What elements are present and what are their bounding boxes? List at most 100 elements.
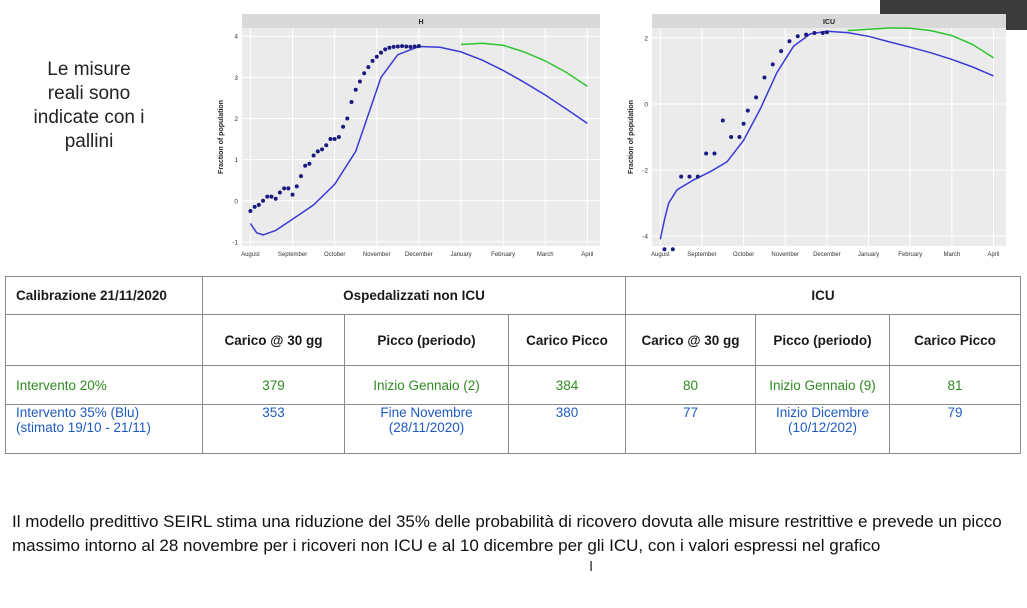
data-point: [695, 174, 700, 179]
icu-peak-period-value: Inizio Gennaio (9): [755, 365, 891, 405]
data-point: [307, 161, 312, 166]
x-tick-label: April: [581, 252, 593, 258]
data-point: [737, 135, 742, 139]
x-tick-label: August: [651, 252, 670, 258]
data-point: [720, 118, 725, 123]
icu-peak-period-value: Inizio Dicembre (10/12/202): [755, 404, 891, 454]
data-point: [353, 87, 358, 92]
data-point: [324, 143, 329, 148]
x-tick-label: February: [898, 252, 922, 258]
data-point: [265, 194, 270, 199]
data-point: [303, 163, 308, 168]
data-point: [741, 121, 746, 126]
side-note: Le misure reali sono indicate con i pall…: [33, 59, 145, 152]
data-point: [277, 190, 282, 195]
data-point: [391, 44, 396, 49]
x-tick-label: November: [771, 252, 799, 258]
data-point: [804, 32, 809, 37]
y-tick-label: 3: [234, 75, 238, 82]
empty-header-cell: [5, 314, 203, 366]
h-peak-load-value: 380: [507, 404, 627, 454]
data-point: [286, 186, 291, 191]
group-h-header: Ospedalizzati non ICU: [201, 276, 627, 315]
data-point: [256, 202, 261, 207]
data-point: [812, 30, 817, 35]
y-tick-label: 0: [644, 101, 648, 108]
y-tick-label: 4: [234, 34, 238, 41]
data-point: [400, 44, 405, 49]
data-point: [679, 174, 684, 179]
y-tick-label: -1: [232, 239, 238, 246]
row-label: Intervento 20%: [5, 365, 203, 405]
data-point: [311, 153, 316, 158]
table-row: Intervento 20% 379 Inizio Gennaio (2) 38…: [5, 365, 1022, 405]
h-load30-value: 353: [202, 404, 345, 454]
data-point: [294, 184, 299, 189]
chart-title: ICU: [823, 19, 835, 26]
y-tick-label: -4: [642, 234, 648, 241]
chart-icu: ICU -4 -2 0 2 August September October November D…: [624, 14, 1010, 266]
title-strip: [652, 14, 1006, 28]
data-point: [282, 186, 287, 191]
h-load30-value: 379: [202, 365, 345, 405]
series-line-0: [847, 27, 994, 59]
data-point: [336, 135, 341, 139]
data-point: [762, 75, 767, 80]
y-axis-label: Fraction of population: [218, 100, 225, 174]
data-point: [248, 209, 253, 214]
y-tick-label: 2: [644, 35, 648, 42]
h-peak-period-value: Fine Novembre (28/11/2020): [344, 404, 509, 454]
data-point: [383, 47, 388, 52]
h-peak-period-value: Inizio Gennaio (2): [344, 365, 509, 405]
x-tick-label: December: [405, 252, 433, 258]
data-point: [298, 174, 303, 179]
plot-panel: [652, 28, 1006, 246]
data-point: [408, 44, 413, 49]
data-point: [824, 30, 829, 35]
y-tick-label: 1: [234, 157, 238, 164]
x-tick-label: August: [241, 252, 260, 258]
data-point: [362, 71, 367, 76]
table-row: Intervento 35% (Blu) (stimato 19/10 - 21…: [5, 404, 1022, 454]
plot-panel: [242, 28, 600, 246]
data-point: [745, 108, 750, 113]
series-line-1: [659, 30, 994, 240]
calibration-table: Calibrazione 21/11/2020 Ospedalizzati no…: [5, 276, 1022, 454]
chart-svg: ICU -4 -2 0 2 August September October November D…: [628, 14, 1006, 258]
x-tick-label: March: [944, 252, 961, 258]
data-point: [687, 174, 692, 179]
chart-h: H -1 0 1 2 3 4 August September October November De…: [214, 14, 604, 266]
x-tick-label: September: [687, 252, 716, 258]
data-point: [729, 135, 734, 139]
data-point: [345, 116, 350, 121]
data-point: [320, 147, 325, 152]
data-point: [416, 44, 421, 49]
data-point: [779, 49, 784, 54]
data-point: [704, 151, 709, 156]
series-line-1: [249, 45, 588, 236]
data-point: [662, 247, 667, 252]
text-cursor-icon: I: [589, 558, 594, 575]
x-tick-label: October: [324, 252, 345, 258]
col-h-load30: Carico @ 30 gg: [202, 314, 345, 366]
data-point: [273, 196, 278, 201]
x-tick-label: February: [491, 252, 515, 258]
col-icu-peak-period: Picco (periodo): [755, 314, 891, 366]
icu-load30-value: 80: [625, 365, 757, 405]
data-point: [374, 54, 379, 59]
x-tick-label: April: [987, 252, 999, 258]
data-point: [387, 45, 392, 50]
data-point: [290, 192, 295, 197]
chart-title: H: [418, 19, 423, 26]
data-point: [404, 44, 409, 49]
data-point: [357, 79, 362, 84]
series-line-0: [460, 42, 588, 88]
data-point: [395, 44, 400, 49]
x-tick-label: November: [363, 252, 391, 258]
h-peak-load-value: 384: [507, 365, 627, 405]
col-h-peak-period: Picco (periodo): [344, 314, 509, 366]
col-icu-peak-load: Carico Picco: [889, 314, 1022, 366]
icu-peak-load-value: 81: [889, 365, 1022, 405]
data-point: [332, 137, 337, 142]
col-icu-load30: Carico @ 30 gg: [625, 314, 757, 366]
